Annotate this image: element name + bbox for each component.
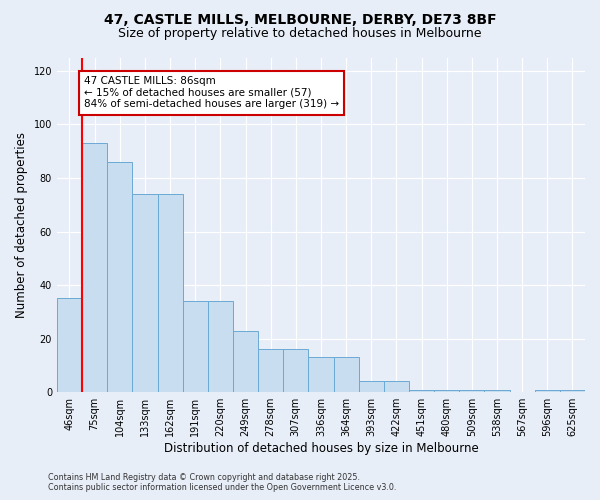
Text: Contains HM Land Registry data © Crown copyright and database right 2025.
Contai: Contains HM Land Registry data © Crown c… <box>48 473 397 492</box>
Bar <box>535 390 560 392</box>
Bar <box>133 194 158 392</box>
Bar <box>334 358 359 392</box>
Bar <box>459 390 484 392</box>
Bar <box>434 390 459 392</box>
Bar <box>82 143 107 392</box>
Bar <box>384 382 409 392</box>
Text: 47 CASTLE MILLS: 86sqm
← 15% of detached houses are smaller (57)
84% of semi-det: 47 CASTLE MILLS: 86sqm ← 15% of detached… <box>84 76 339 110</box>
Bar <box>359 382 384 392</box>
Bar <box>560 390 585 392</box>
Bar <box>233 330 258 392</box>
Text: Size of property relative to detached houses in Melbourne: Size of property relative to detached ho… <box>118 28 482 40</box>
Bar <box>57 298 82 392</box>
Bar <box>107 162 133 392</box>
Bar <box>308 358 334 392</box>
Bar <box>409 390 434 392</box>
Bar <box>283 350 308 392</box>
Bar <box>484 390 509 392</box>
Bar <box>258 350 283 392</box>
X-axis label: Distribution of detached houses by size in Melbourne: Distribution of detached houses by size … <box>164 442 478 455</box>
Bar <box>208 301 233 392</box>
Bar <box>158 194 182 392</box>
Text: 47, CASTLE MILLS, MELBOURNE, DERBY, DE73 8BF: 47, CASTLE MILLS, MELBOURNE, DERBY, DE73… <box>104 12 496 26</box>
Y-axis label: Number of detached properties: Number of detached properties <box>15 132 28 318</box>
Bar <box>182 301 208 392</box>
